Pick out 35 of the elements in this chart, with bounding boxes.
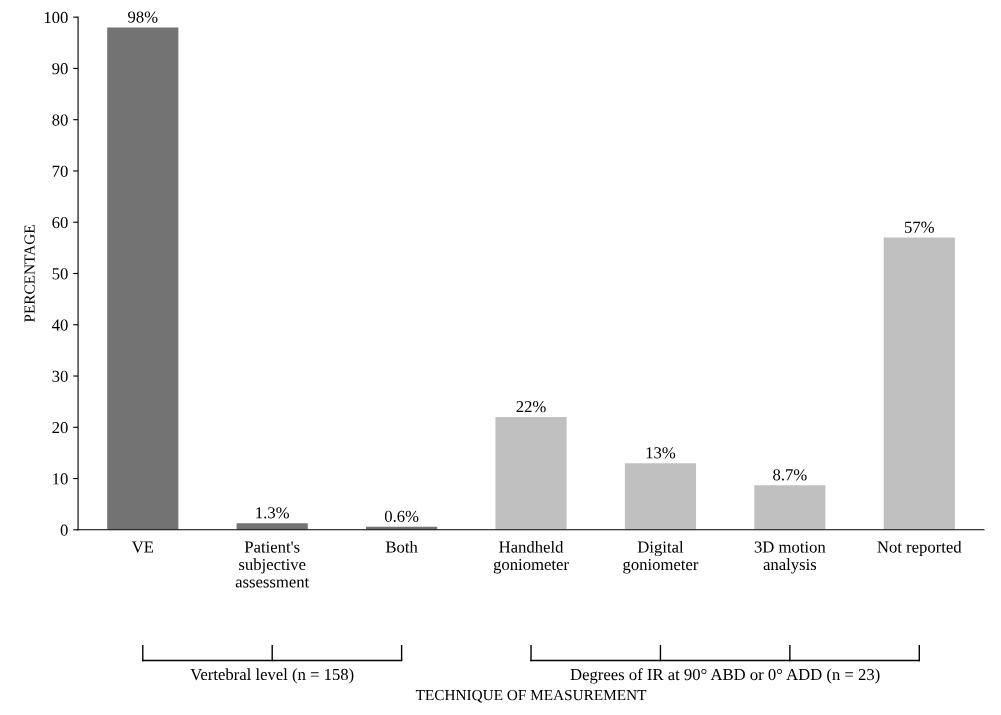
data-label: 98%	[128, 11, 158, 23]
x-tick-label: 3D motion analysis	[754, 541, 826, 574]
data-label: 8.7%	[773, 469, 807, 481]
y-axis-title: PERCENTAGE	[24, 225, 35, 323]
x-tick-label: Handheld goniometer	[493, 540, 569, 574]
text: Vertebral level (n = 158)	[190, 668, 354, 684]
bar	[107, 27, 179, 530]
y-tick-label: 30	[52, 370, 68, 382]
data-label: 57%	[904, 221, 934, 233]
y-tick-label: 90	[52, 63, 68, 75]
x-tick-label: Both	[385, 540, 418, 553]
y-tick-label: 20	[52, 421, 68, 434]
x-tick-label: Not reported	[877, 540, 962, 557]
bar	[754, 485, 826, 530]
x-tick-label: Digital goniometer	[623, 540, 699, 574]
y-tick-label: 100	[44, 11, 68, 24]
data-label: 22%	[516, 401, 546, 413]
data-label: 13%	[646, 447, 676, 459]
y-tick-label: 80	[52, 114, 68, 126]
x-tick-label: Patient's subjective assessment	[235, 541, 310, 588]
y-tick-label: 40	[52, 319, 68, 331]
bar	[883, 237, 955, 530]
bar	[624, 463, 697, 530]
bar	[495, 417, 567, 530]
y-tick-label: 0	[60, 524, 68, 536]
y-tick-label: 70	[52, 165, 68, 177]
y-tick-label: 60	[52, 216, 68, 229]
text: TECHNIQUE OF MEASUREMENT	[415, 689, 647, 703]
y-tick-label: 10	[53, 473, 68, 485]
bar	[236, 523, 308, 530]
y-tick-label: 50	[52, 268, 68, 280]
data-label: 0.6%	[384, 510, 419, 523]
text: Degrees of IR at 90° ABD or 0° ADD (n = 23)	[570, 668, 880, 684]
x-tick-label: VE	[131, 541, 154, 553]
data-label: 1.3%	[256, 507, 289, 519]
